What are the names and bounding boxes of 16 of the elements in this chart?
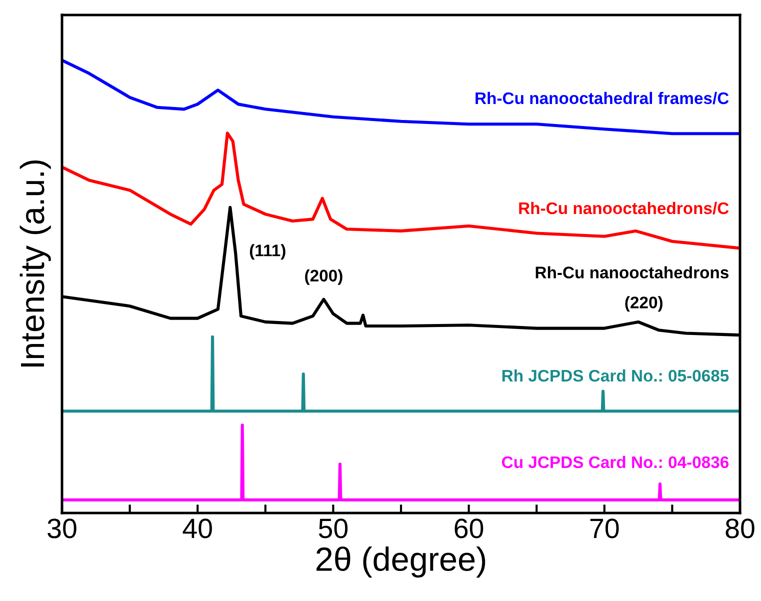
- series-label: Rh JCPDS Card No.: 05-0685: [502, 369, 729, 382]
- annotation: (220): [625, 296, 662, 312]
- x-axis-title: 2θ (degree): [316, 546, 486, 578]
- series-label: Rh-Cu nanooctahedrons/C: [519, 202, 729, 214]
- series-label: Cu JCPDS Card No.: 04-0836: [502, 456, 729, 468]
- x-tick-label: 40: [182, 518, 212, 538]
- annotation: (200): [305, 269, 342, 285]
- text: Rh-Cu nanooctahedrons: [536, 266, 728, 278]
- y-axis-title: Intensity (a.u.): [20, 160, 51, 367]
- annotation: (111): [250, 244, 286, 260]
- x-tick-label: 50: [318, 518, 348, 538]
- x-tick-label: 60: [454, 518, 484, 538]
- x-tick-label: 70: [590, 518, 619, 538]
- x-tick-label: 80: [726, 518, 754, 538]
- x-tick-label: 30: [48, 518, 76, 538]
- series-label: Rh-Cu nanooctahedral frames/C: [476, 92, 729, 104]
